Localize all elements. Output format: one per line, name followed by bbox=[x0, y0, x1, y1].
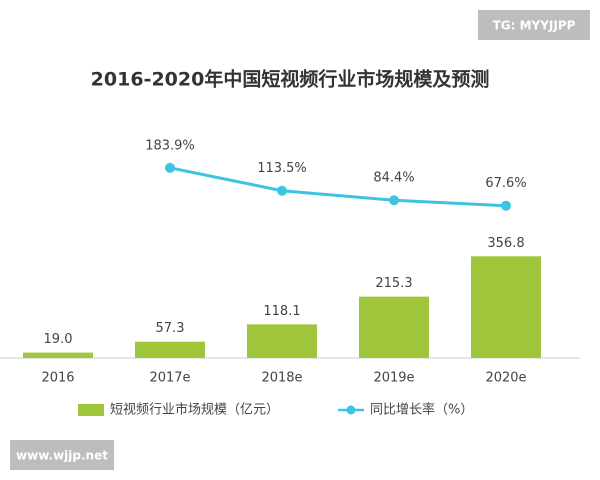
line-point bbox=[277, 185, 287, 196]
bar bbox=[359, 296, 429, 358]
bar bbox=[247, 324, 317, 358]
bar bbox=[135, 341, 205, 358]
watermark-box bbox=[478, 10, 590, 40]
line-point bbox=[165, 162, 175, 173]
line-point bbox=[501, 200, 511, 211]
x-tick-label: 2017e bbox=[149, 371, 190, 386]
value-label: 215.3 bbox=[375, 276, 412, 291]
legend-label: 短视频行业市场规模（亿元） bbox=[110, 402, 279, 418]
bar bbox=[23, 352, 93, 358]
x-tick-label: 2020e bbox=[485, 371, 526, 386]
x-tick-label: 2016 bbox=[41, 371, 74, 386]
value-label: 118.1 bbox=[263, 304, 300, 319]
line-point bbox=[389, 195, 399, 206]
bar bbox=[471, 256, 541, 358]
value-label: 84.4% bbox=[373, 171, 414, 186]
value-label: 356.8 bbox=[487, 236, 524, 251]
value-label: 183.9% bbox=[145, 138, 195, 153]
value-label: 67.6% bbox=[485, 176, 526, 191]
value-label: 113.5% bbox=[257, 161, 307, 176]
legend-swatch bbox=[78, 404, 104, 416]
value-label: 57.3 bbox=[156, 321, 185, 336]
x-tick-label: 2018e bbox=[261, 371, 302, 386]
value-label: 19.0 bbox=[44, 332, 73, 347]
chart-title: 2016-2020年中国短视频行业市场规模及预测 bbox=[91, 68, 490, 91]
line bbox=[169, 166, 507, 208]
legend-swatch bbox=[346, 405, 356, 415]
watermark: www.wjjp.net bbox=[16, 449, 108, 463]
watermark-box bbox=[10, 440, 114, 470]
watermark: TG: MYYJJPP bbox=[493, 19, 576, 33]
legend-label: 同比增长率（%） bbox=[370, 402, 473, 418]
x-tick-label: 2019e bbox=[373, 371, 414, 386]
